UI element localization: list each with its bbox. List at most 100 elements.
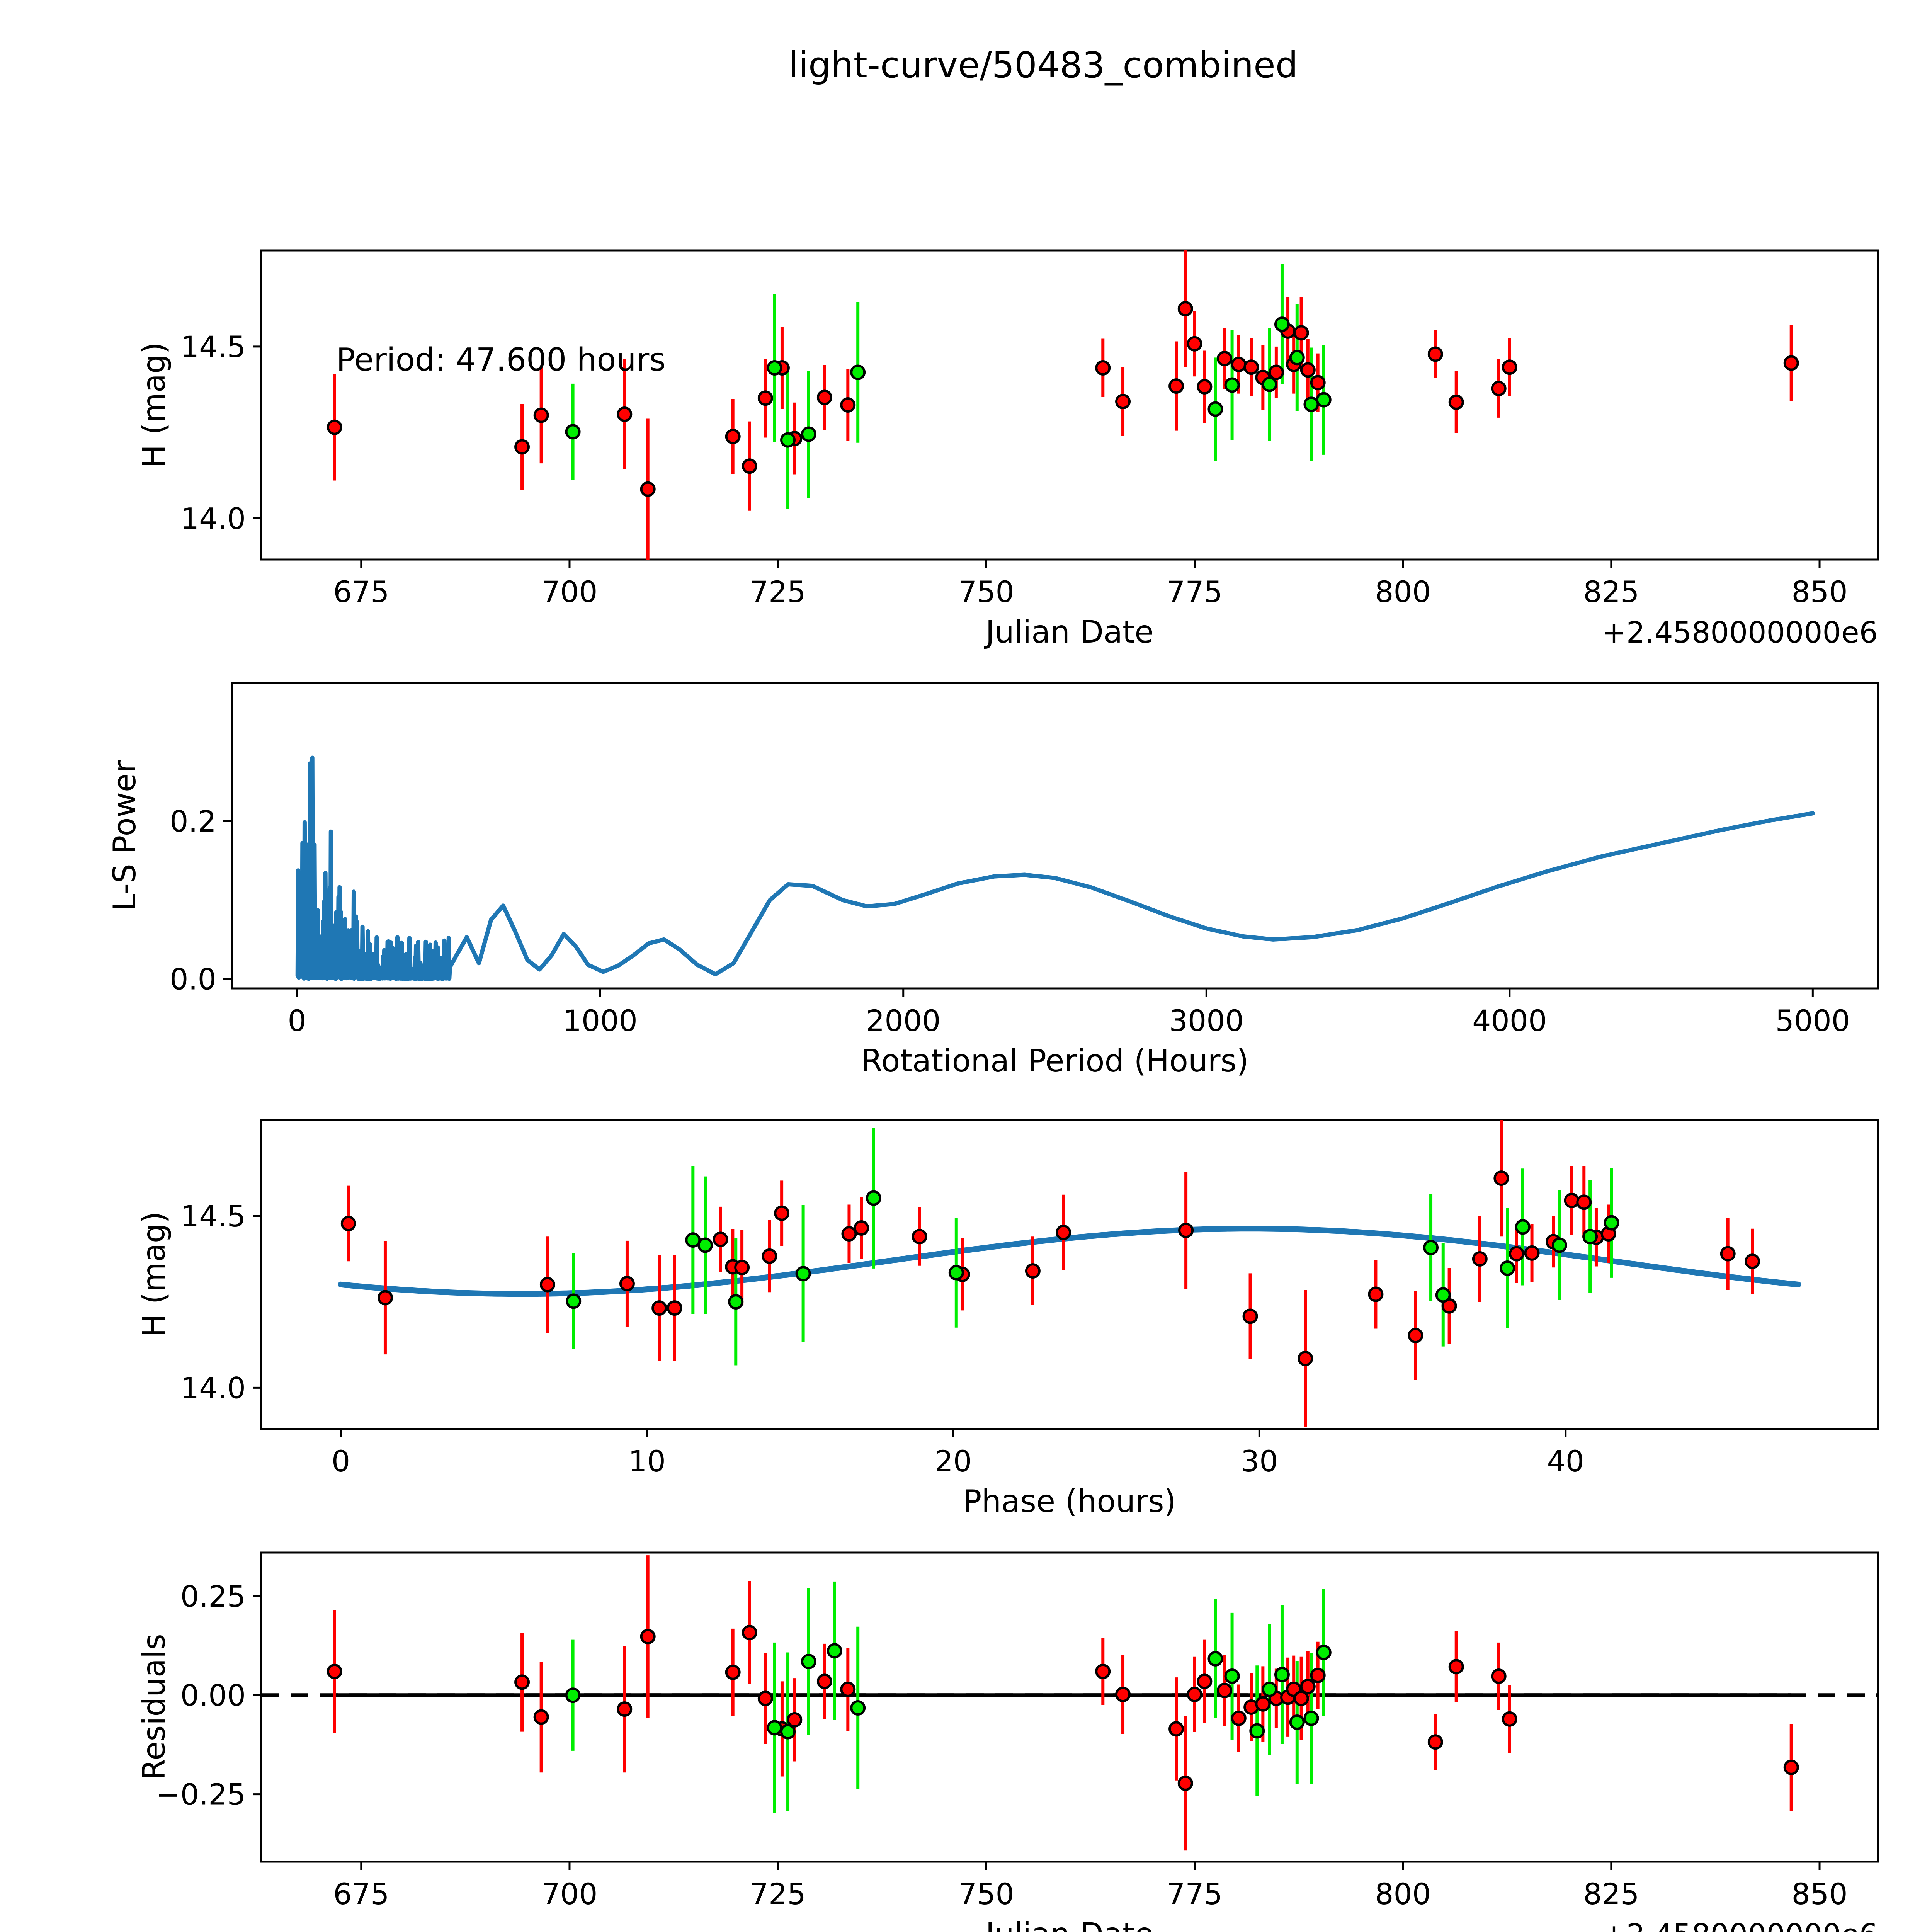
data-point (1289, 350, 1305, 366)
data-point (1448, 1659, 1464, 1675)
data-point (1745, 1253, 1760, 1269)
data-point (725, 429, 741, 444)
data-point (801, 1654, 816, 1670)
y-tick-label: 14.0 (180, 501, 246, 536)
data-point (757, 1690, 773, 1706)
data-point (1408, 1328, 1423, 1344)
y-tick-label: 0.25 (180, 1579, 246, 1614)
data-point (1249, 1723, 1265, 1739)
y-tick-label: 14.5 (180, 1199, 246, 1233)
lightcurve-panel-frame (260, 249, 1879, 561)
data-point (1274, 316, 1290, 332)
x-tick-label: 675 (333, 1877, 389, 1911)
data-point (1268, 364, 1284, 380)
data-point (1300, 362, 1316, 378)
data-point (1293, 325, 1309, 341)
data-point (767, 1720, 782, 1736)
data-point (1316, 392, 1332, 408)
y-tick-label: −0.25 (156, 1777, 246, 1812)
data-point (1427, 1734, 1443, 1750)
y-tick-label: 14.0 (180, 1371, 246, 1405)
datapoints-red (327, 1625, 1799, 1791)
data-point (713, 1231, 728, 1247)
lightcurve-panel-plotarea (327, 250, 1799, 560)
data-point (1242, 1308, 1258, 1324)
lightcurve-panel-ylabel: H (mag) (136, 342, 172, 468)
data-point (1303, 1710, 1319, 1726)
phase-panel-frame (260, 1119, 1879, 1430)
data-point (377, 1290, 393, 1306)
data-point (1500, 1260, 1515, 1276)
data-point (619, 1276, 635, 1291)
data-point (1178, 1223, 1194, 1238)
data-point (1783, 1759, 1799, 1775)
data-point (327, 1663, 342, 1679)
data-point (1783, 355, 1799, 371)
data-point (1293, 1690, 1309, 1706)
data-point (742, 1625, 757, 1641)
data-point (1095, 1663, 1111, 1679)
data-point (1582, 1229, 1598, 1245)
x-tick-label: 40 (1547, 1444, 1584, 1478)
data-point (1187, 336, 1202, 352)
data-point (774, 1205, 790, 1221)
data-point (1502, 359, 1517, 375)
data-point (514, 1674, 530, 1690)
residuals-panel-ylabel: Residuals (136, 1634, 172, 1781)
data-point (1224, 377, 1240, 393)
data-point (327, 419, 342, 435)
data-point (1217, 351, 1233, 366)
data-point (640, 481, 656, 497)
data-point (841, 1226, 857, 1242)
x-tick-label: 800 (1375, 1877, 1431, 1911)
data-point (533, 407, 549, 423)
data-point (767, 360, 782, 376)
data-point (1576, 1194, 1592, 1210)
data-point (734, 1260, 750, 1276)
phase-panel: 0 10 20 30 40 14.0 14.5 Phase (hours) H (mag) (136, 1119, 1879, 1519)
data-point (1177, 1775, 1193, 1791)
x-tick-label: 775 (1167, 1877, 1223, 1911)
x-tick-label: 850 (1791, 1877, 1847, 1911)
y-tick-label: 14.5 (180, 330, 246, 364)
y-tick-label: 0.0 (170, 962, 216, 997)
data-point (1502, 1711, 1517, 1727)
data-point (728, 1294, 744, 1310)
data-point (1524, 1245, 1540, 1261)
data-point (1231, 1710, 1247, 1726)
x-tick-label: 800 (1375, 575, 1431, 609)
datapoints-green (566, 1190, 1619, 1310)
periodogram-panel: 0 1000 2000 3000 4000 5000 0.0 0.2 Rotational Pe… (107, 682, 1879, 1079)
data-point (912, 1229, 927, 1245)
data-point (725, 1664, 741, 1680)
data-point (1515, 1219, 1531, 1235)
data-point (1197, 1673, 1213, 1689)
figure-title: light-curve/50483_combined (789, 44, 1298, 86)
data-point (1208, 1651, 1223, 1667)
x-tick-label: 0 (287, 1003, 306, 1038)
data-point (1025, 1263, 1041, 1279)
residuals-panel-plotarea (261, 1555, 1878, 1851)
data-point (1224, 1668, 1240, 1684)
lightcurve-panel: 675 700 725 750 775 800 825 850 14.0 14.5 Julian D… (136, 249, 1879, 650)
data-point (1720, 1246, 1736, 1262)
data-point (757, 390, 773, 406)
data-point (1509, 1246, 1524, 1262)
data-point (840, 1681, 856, 1697)
data-point (340, 1216, 356, 1231)
data-point (1316, 1645, 1332, 1660)
y-tick-label: 0.2 (170, 804, 216, 838)
data-point (651, 1300, 667, 1316)
data-point (667, 1300, 682, 1316)
periodogram-trace (295, 755, 1815, 981)
data-point (539, 1277, 555, 1293)
data-point (1095, 360, 1111, 376)
residuals-panel: 675 700 725 750 775 800 825 850 −0.25 0.00 0.25 Jul… (136, 1551, 1879, 1932)
data-point (1289, 1714, 1305, 1730)
data-point (1551, 1237, 1567, 1253)
data-point (1197, 379, 1213, 395)
x-tick-label: 4000 (1472, 1003, 1547, 1038)
